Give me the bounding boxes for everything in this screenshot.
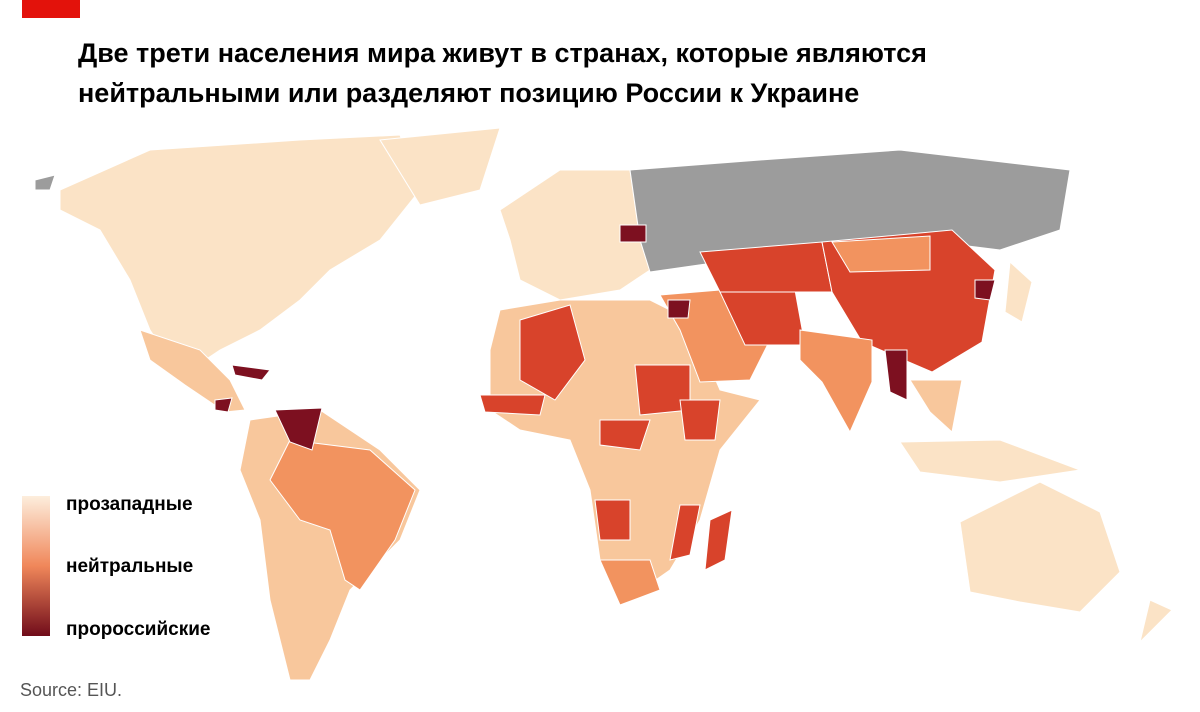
source-note: Source: EIU. [20, 680, 122, 700]
title-line: Две трети населения мира живут в странах… [78, 38, 927, 68]
title-line: нейтральными или разделяют позицию Росси… [78, 78, 859, 108]
legend-label: нейтральные [66, 556, 193, 577]
legend-gradient [22, 496, 50, 636]
brand-mark [22, 0, 80, 18]
legend-label: прозападные [66, 494, 193, 515]
world-map [34, 127, 1173, 681]
legend-label: пророссийские [66, 619, 210, 640]
